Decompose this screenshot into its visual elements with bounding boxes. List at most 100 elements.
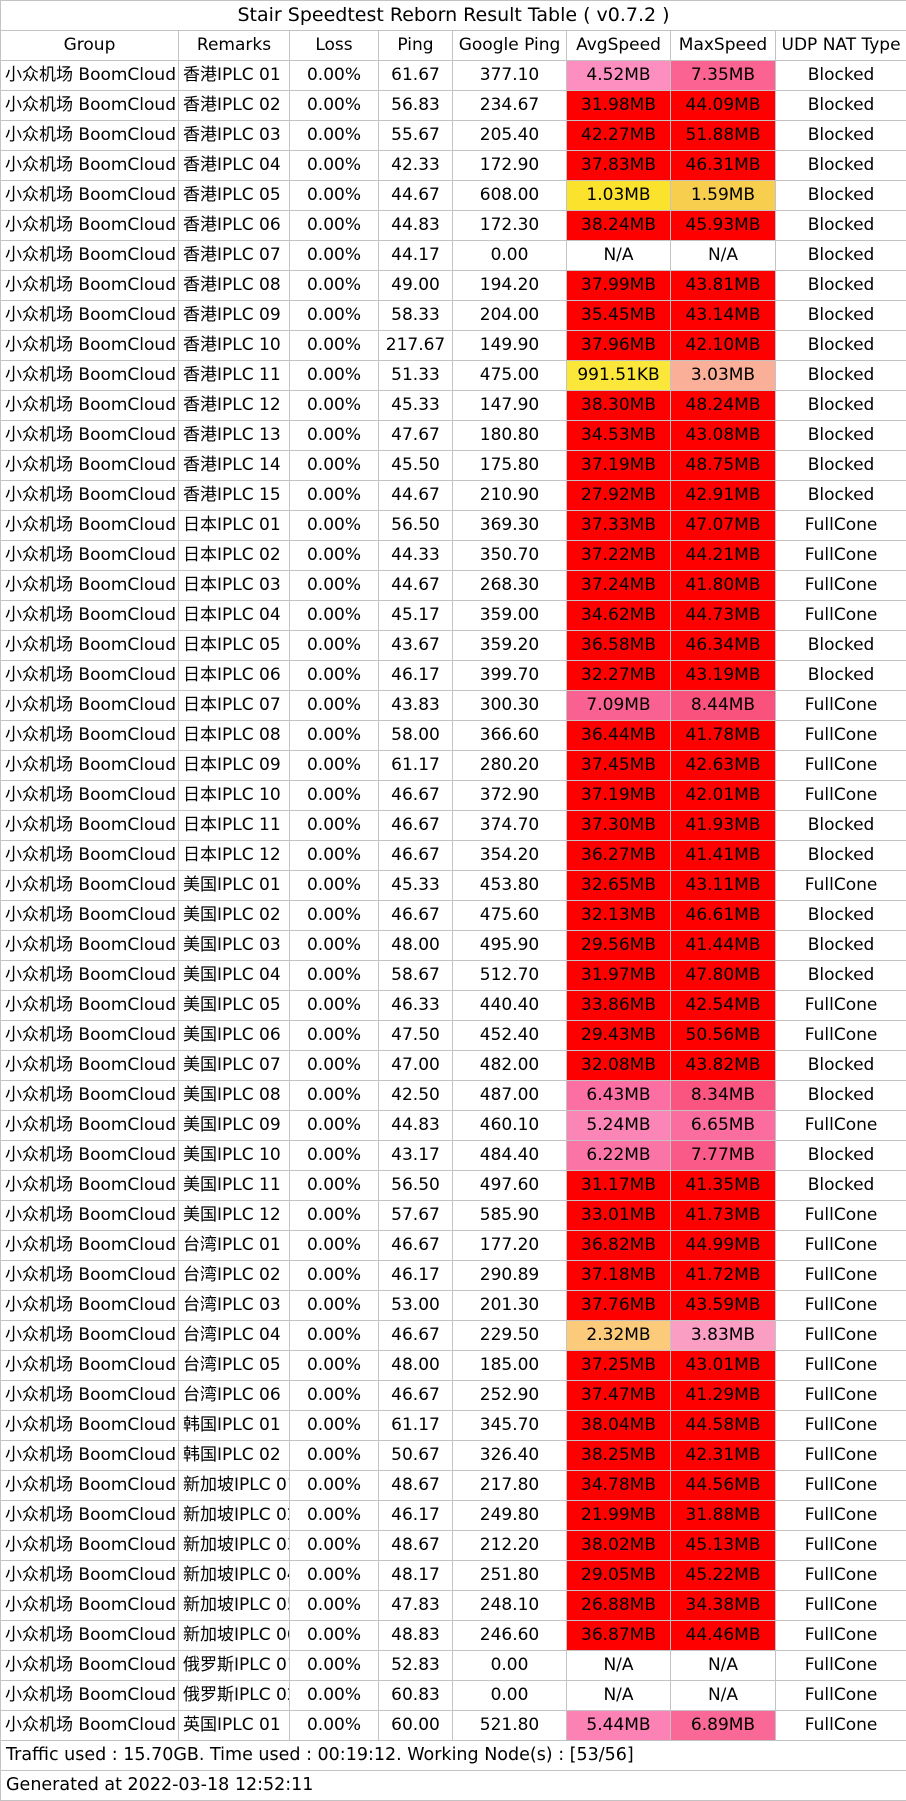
cell-ping: 45.50 [379, 451, 453, 481]
cell-group: 小众机场 BoomCloud [1, 1261, 179, 1291]
cell-group: 小众机场 BoomCloud [1, 421, 179, 451]
cell-google-ping: 369.30 [453, 511, 567, 541]
cell-loss: 0.00% [290, 1561, 379, 1591]
cell-loss: 0.00% [290, 1021, 379, 1051]
cell-group: 小众机场 BoomCloud [1, 1141, 179, 1171]
cell-ping: 46.33 [379, 991, 453, 1021]
cell-loss: 0.00% [290, 1621, 379, 1651]
cell-avg-speed: 5.44MB [567, 1711, 671, 1741]
cell-remarks: 日本IPLC 11 [179, 811, 290, 841]
cell-group: 小众机场 BoomCloud [1, 181, 179, 211]
cell-remarks: 新加坡IPLC 05 [179, 1591, 290, 1621]
cell-max-speed: 45.13MB [671, 1531, 776, 1561]
cell-nat-type: FullCone [776, 1021, 906, 1051]
cell-remarks: 俄罗斯IPLC 01 [179, 1651, 290, 1681]
cell-google-ping: 377.10 [453, 61, 567, 91]
cell-ping: 42.50 [379, 1081, 453, 1111]
cell-ping: 44.83 [379, 1111, 453, 1141]
cell-ping: 43.67 [379, 631, 453, 661]
cell-avg-speed: 34.53MB [567, 421, 671, 451]
cell-max-speed: 41.78MB [671, 721, 776, 751]
cell-loss: 0.00% [290, 511, 379, 541]
footer-generated-row: Generated at 2022-03-18 12:52:11 [1, 1771, 906, 1801]
cell-google-ping: 147.90 [453, 391, 567, 421]
cell-google-ping: 350.70 [453, 541, 567, 571]
cell-loss: 0.00% [290, 931, 379, 961]
cell-avg-speed: 36.27MB [567, 841, 671, 871]
cell-group: 小众机场 BoomCloud [1, 361, 179, 391]
cell-google-ping: 210.90 [453, 481, 567, 511]
cell-loss: 0.00% [290, 1261, 379, 1291]
cell-group: 小众机场 BoomCloud [1, 241, 179, 271]
cell-google-ping: 175.80 [453, 451, 567, 481]
cell-loss: 0.00% [290, 571, 379, 601]
cell-loss: 0.00% [290, 961, 379, 991]
cell-group: 小众机场 BoomCloud [1, 151, 179, 181]
cell-avg-speed: 32.27MB [567, 661, 671, 691]
cell-max-speed: 42.63MB [671, 751, 776, 781]
cell-remarks: 日本IPLC 08 [179, 721, 290, 751]
cell-max-speed: 41.93MB [671, 811, 776, 841]
cell-max-speed: 46.61MB [671, 901, 776, 931]
cell-avg-speed: 37.30MB [567, 811, 671, 841]
cell-loss: 0.00% [290, 301, 379, 331]
cell-group: 小众机场 BoomCloud [1, 211, 179, 241]
cell-ping: 42.33 [379, 151, 453, 181]
cell-loss: 0.00% [290, 271, 379, 301]
cell-remarks: 美国IPLC 09 [179, 1111, 290, 1141]
cell-remarks: 日本IPLC 02 [179, 541, 290, 571]
cell-nat-type: FullCone [776, 1291, 906, 1321]
cell-loss: 0.00% [290, 1591, 379, 1621]
cell-group: 小众机场 BoomCloud [1, 1201, 179, 1231]
header-row: Group Remarks Loss Ping Google Ping AvgS… [1, 31, 906, 61]
cell-ping: 45.33 [379, 391, 453, 421]
cell-nat-type: Blocked [776, 181, 906, 211]
cell-max-speed: 41.44MB [671, 931, 776, 961]
cell-google-ping: 512.70 [453, 961, 567, 991]
cell-max-speed: 46.31MB [671, 151, 776, 181]
cell-google-ping: 484.40 [453, 1141, 567, 1171]
cell-ping: 44.67 [379, 571, 453, 601]
cell-max-speed: 45.93MB [671, 211, 776, 241]
cell-google-ping: 399.70 [453, 661, 567, 691]
cell-max-speed: 31.88MB [671, 1501, 776, 1531]
cell-loss: 0.00% [290, 151, 379, 181]
cell-avg-speed: 36.44MB [567, 721, 671, 751]
cell-remarks: 美国IPLC 01 [179, 871, 290, 901]
cell-loss: 0.00% [290, 451, 379, 481]
cell-avg-speed: 26.88MB [567, 1591, 671, 1621]
cell-google-ping: 452.40 [453, 1021, 567, 1051]
cell-remarks: 台湾IPLC 06 [179, 1381, 290, 1411]
cell-group: 小众机场 BoomCloud [1, 121, 179, 151]
cell-remarks: 美国IPLC 02 [179, 901, 290, 931]
cell-nat-type: Blocked [776, 931, 906, 961]
col-header-udp-nat-type: UDP NAT Type [776, 31, 906, 61]
cell-group: 小众机场 BoomCloud [1, 91, 179, 121]
cell-avg-speed: N/A [567, 1681, 671, 1711]
cell-remarks: 日本IPLC 07 [179, 691, 290, 721]
cell-loss: 0.00% [290, 541, 379, 571]
cell-loss: 0.00% [290, 241, 379, 271]
footer-summary-row: Traffic used : 15.70GB. Time used : 00:1… [1, 1741, 906, 1771]
cell-google-ping: 345.70 [453, 1411, 567, 1441]
cell-google-ping: 585.90 [453, 1201, 567, 1231]
cell-remarks: 香港IPLC 02 [179, 91, 290, 121]
cell-google-ping: 149.90 [453, 331, 567, 361]
cell-group: 小众机场 BoomCloud [1, 1681, 179, 1711]
cell-loss: 0.00% [290, 781, 379, 811]
col-header-avgspeed: AvgSpeed [567, 31, 671, 61]
cell-max-speed: 44.73MB [671, 601, 776, 631]
cell-group: 小众机场 BoomCloud [1, 1591, 179, 1621]
cell-ping: 48.67 [379, 1531, 453, 1561]
cell-google-ping: 177.20 [453, 1231, 567, 1261]
cell-group: 小众机场 BoomCloud [1, 391, 179, 421]
cell-avg-speed: 991.51KB [567, 361, 671, 391]
cell-max-speed: 41.35MB [671, 1171, 776, 1201]
